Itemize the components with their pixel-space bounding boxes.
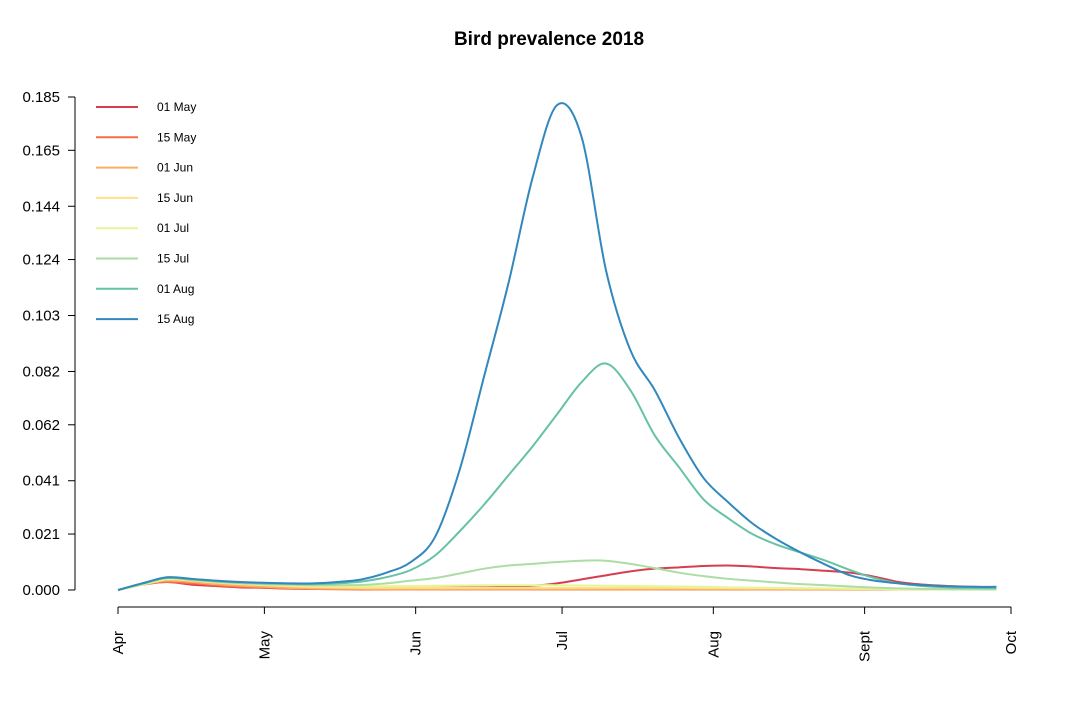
chart-title: Bird prevalence 2018 [454, 29, 644, 50]
x-tick-label: Jun [408, 631, 425, 655]
legend: 01 May 15 May 01 Jun 15 Jun 01 Jul 15 Jul 01 A… [96, 100, 196, 326]
y-tick-label: 0.082 [22, 363, 60, 380]
y-tick-label: 0.000 [22, 582, 60, 599]
legend-label: 01 Jul [157, 221, 189, 235]
y-tick-label: 0.124 [22, 252, 60, 269]
legend-label: 15 May [157, 130, 196, 144]
legend-label: 15 Aug [157, 312, 194, 326]
series-line-01-aug [117, 362, 997, 591]
series-lines [117, 102, 997, 591]
series-line-15-aug [117, 102, 997, 591]
y-tick-label: 0.021 [22, 526, 60, 543]
x-tick-label: Aug [705, 631, 722, 658]
y-tick-label: 0.062 [22, 417, 60, 434]
y-axis: 0.000 0.021 0.041 0.062 0.082 0.103 0.124 0.144… [22, 89, 76, 599]
x-tick-label: Jul [554, 631, 571, 650]
legend-label: 01 May [157, 100, 196, 114]
legend-label: 15 Jul [157, 252, 189, 266]
legend-label: 15 Jun [157, 191, 193, 205]
x-tick-label: Oct [1003, 630, 1020, 654]
x-axis: Apr May Jun Jul Aug Sept Oct [110, 606, 1020, 662]
x-tick-label: Apr [110, 631, 127, 654]
y-tick-label: 0.144 [22, 198, 60, 215]
y-tick-label: 0.185 [22, 89, 60, 106]
y-tick-label: 0.165 [22, 142, 60, 159]
y-tick-label: 0.041 [22, 473, 60, 490]
x-tick-label: May [256, 631, 273, 660]
legend-label: 01 Jun [157, 161, 193, 175]
legend-label: 01 Aug [157, 282, 194, 296]
y-tick-label: 0.103 [22, 308, 60, 325]
x-tick-label: Sept [857, 630, 874, 662]
